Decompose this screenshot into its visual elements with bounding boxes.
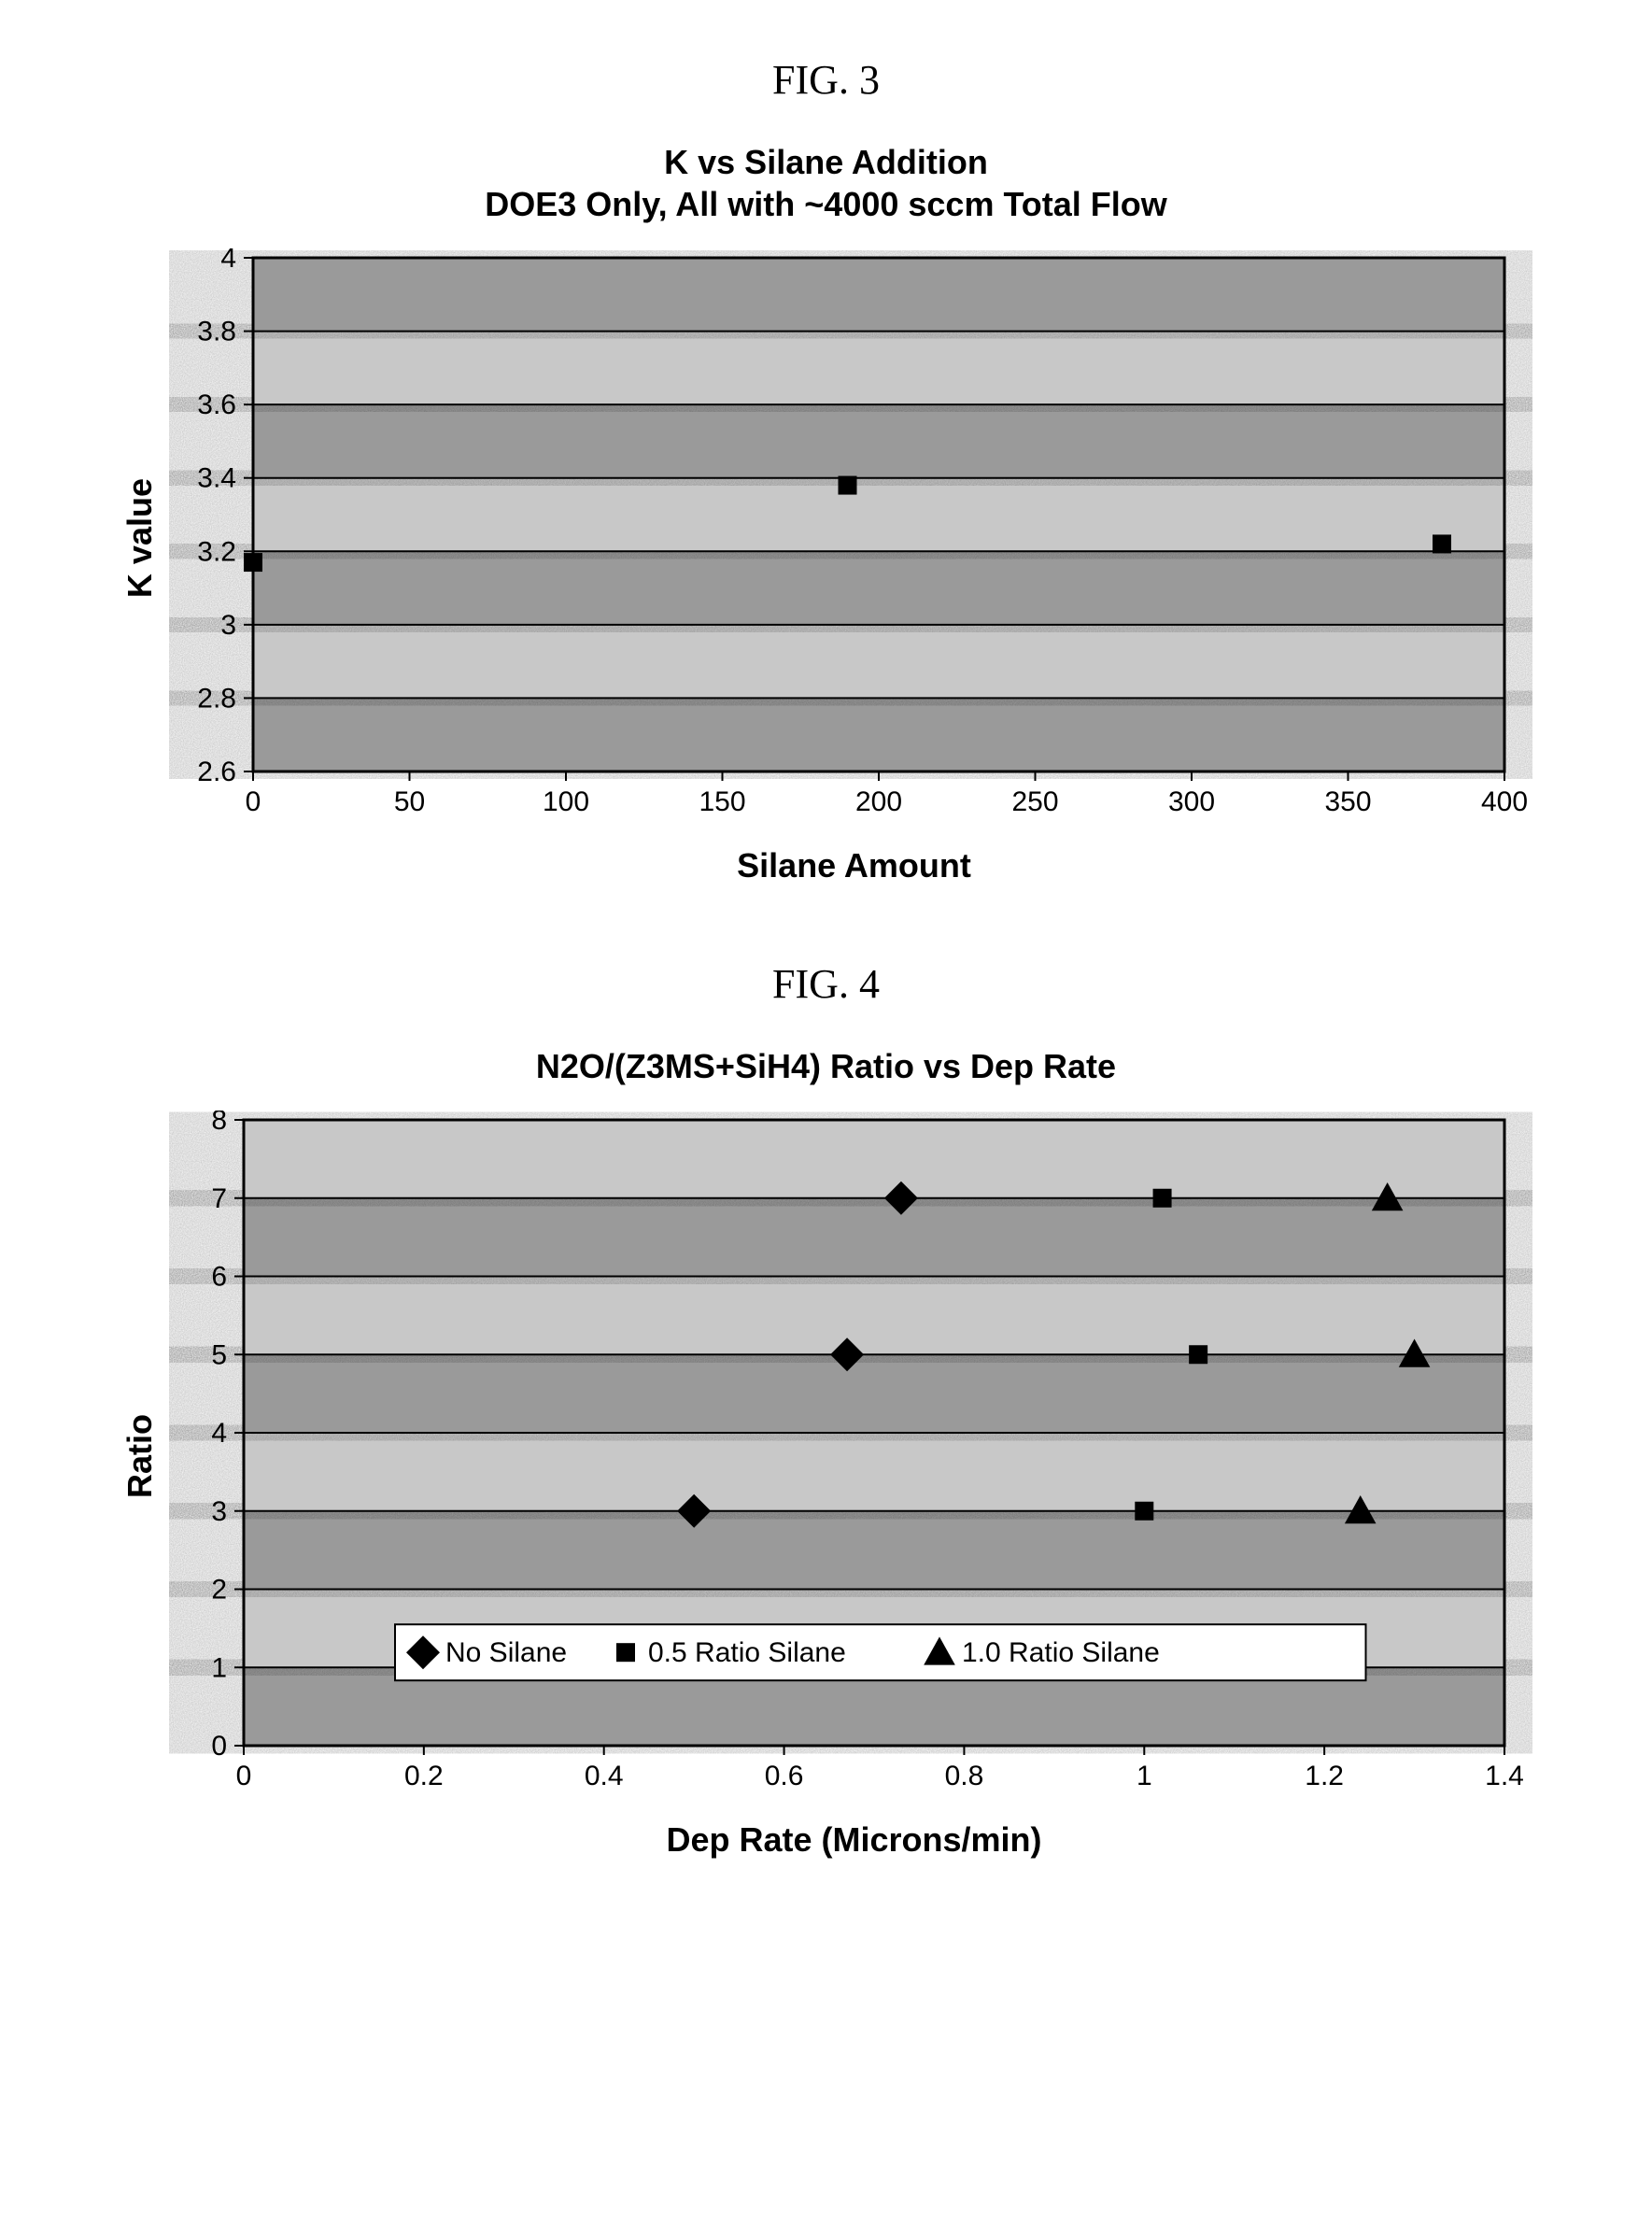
plot-band xyxy=(253,404,1504,478)
xtick-label: 0.4 xyxy=(584,1761,623,1791)
legend-marker xyxy=(616,1643,635,1662)
fig4-label: FIG. 4 xyxy=(42,960,1611,1008)
plot-band xyxy=(244,1511,1504,1590)
xtick-label: 0 xyxy=(245,786,261,817)
data-point xyxy=(1433,534,1451,553)
data-point xyxy=(1189,1345,1207,1364)
ytick-label: 3.8 xyxy=(197,317,236,347)
fig3-title: K vs Silane Addition DOE3 Only, All with… xyxy=(42,141,1611,225)
plot-band xyxy=(253,332,1504,405)
data-point xyxy=(244,553,262,572)
plot-band xyxy=(244,1198,1504,1277)
xtick-label: 1.2 xyxy=(1305,1761,1344,1791)
ytick-label: 0 xyxy=(211,1731,227,1762)
ytick-label: 2.8 xyxy=(197,683,236,714)
legend-label: 1.0 Ratio Silane xyxy=(962,1637,1160,1668)
ytick-label: 2.6 xyxy=(197,757,236,787)
xtick-label: 400 xyxy=(1480,786,1527,817)
ytick-label: 3 xyxy=(220,610,236,641)
fig3-chart: 2.6 2.8 3 3.2 3.4 3.6 3.8 4 0 50 100 150 200 250 300 35… xyxy=(169,248,1532,828)
fig3-xlabel: Silane Amount xyxy=(98,846,1611,885)
xtick-label: 0 xyxy=(235,1761,251,1791)
data-point xyxy=(838,476,856,495)
ytick-label: 3 xyxy=(211,1496,227,1527)
ytick-label: 2 xyxy=(211,1575,227,1606)
fig3-ylabel: K value xyxy=(120,478,160,598)
ytick-label: 5 xyxy=(211,1339,227,1370)
xtick-label: 300 xyxy=(1167,786,1214,817)
fig4-xlabel: Dep Rate (Microns/min) xyxy=(98,1820,1611,1860)
figure-3: FIG. 3 K vs Silane Addition DOE3 Only, A… xyxy=(42,56,1611,885)
xtick-label: 0.2 xyxy=(403,1761,443,1791)
legend-label: No Silane xyxy=(445,1637,567,1668)
ytick-label: 6 xyxy=(211,1262,227,1293)
legend-label: 0.5 Ratio Silane xyxy=(648,1637,846,1668)
legend: No Silane 0.5 Ratio Silane 1.0 Ratio Silan… xyxy=(395,1624,1366,1680)
fig4-chart: 0 1 2 3 4 5 6 7 8 0 0.2 0.4 0.6 0.8 1 1.2 1.4 No Silane 0.… xyxy=(169,1111,1532,1802)
plot-band xyxy=(253,478,1504,552)
xtick-label: 1.4 xyxy=(1485,1761,1524,1791)
fig4-ylabel: Ratio xyxy=(120,1414,160,1498)
xtick-label: 200 xyxy=(854,786,901,817)
fig3-title-line2: DOE3 Only, All with ~4000 sccm Total Flo… xyxy=(485,185,1167,223)
plot-band xyxy=(253,551,1504,625)
ytick-label: 1 xyxy=(211,1652,227,1683)
plot-band xyxy=(253,698,1504,771)
plot-band xyxy=(244,1120,1504,1198)
fig3-title-line1: K vs Silane Addition xyxy=(664,143,988,181)
xtick-label: 0.6 xyxy=(764,1761,803,1791)
ytick-label: 4 xyxy=(211,1418,227,1449)
ytick-label: 3.6 xyxy=(197,389,236,420)
plot-band xyxy=(244,1433,1504,1511)
plot-band xyxy=(244,1354,1504,1433)
figure-4: FIG. 4 N2O/(Z3MS+SiH4) Ratio vs Dep Rate… xyxy=(42,960,1611,1860)
xtick-label: 250 xyxy=(1011,786,1058,817)
data-point xyxy=(1152,1189,1171,1208)
plot-band xyxy=(244,1277,1504,1355)
xtick-label: 100 xyxy=(542,786,588,817)
xtick-label: 50 xyxy=(393,786,424,817)
ytick-label: 3.2 xyxy=(197,536,236,567)
plot-band xyxy=(253,258,1504,332)
ytick-label: 8 xyxy=(211,1111,227,1136)
fig3-label: FIG. 3 xyxy=(42,56,1611,104)
xtick-label: 350 xyxy=(1324,786,1371,817)
xtick-label: 0.8 xyxy=(944,1761,983,1791)
fig4-title: N2O/(Z3MS+SiH4) Ratio vs Dep Rate xyxy=(42,1045,1611,1087)
xtick-label: 1 xyxy=(1136,1761,1151,1791)
data-point xyxy=(1135,1502,1153,1521)
ytick-label: 3.4 xyxy=(197,463,236,494)
ytick-label: 7 xyxy=(211,1183,227,1214)
plot-band xyxy=(253,625,1504,699)
xtick-label: 150 xyxy=(699,786,745,817)
ytick-label: 4 xyxy=(220,248,236,274)
